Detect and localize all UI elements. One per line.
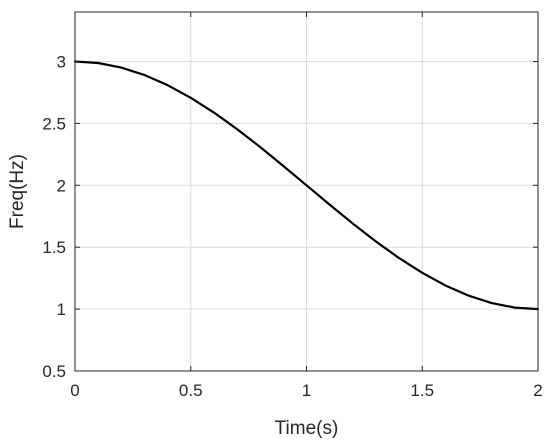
y-tick-labels: 0.5 1 1.5 2 2.5 3 [42,53,66,381]
y-axis-label: Freq(Hz) [7,154,28,229]
y-tick-label: 0.5 [42,362,66,381]
y-tick-label: 3 [57,53,66,72]
x-tick-label: 1.5 [410,381,434,400]
series-layer [73,60,540,311]
series-line [73,60,540,311]
y-tick-label: 1.5 [42,238,66,257]
y-tick-label: 2 [57,176,66,195]
x-tick-label: 0.5 [179,381,203,400]
y-tick-label: 2.5 [42,114,66,133]
tick-marks [74,12,539,372]
x-tick-label: 0 [70,381,79,400]
x-tick-labels: 0 0.5 1 1.5 2 [70,381,542,400]
x-tick-label: 1 [302,381,311,400]
x-axis-label: Time(s) [275,418,339,439]
y-tick-label: 1 [57,300,66,319]
x-tick-label: 2 [533,381,542,400]
grid-lines [74,12,539,372]
